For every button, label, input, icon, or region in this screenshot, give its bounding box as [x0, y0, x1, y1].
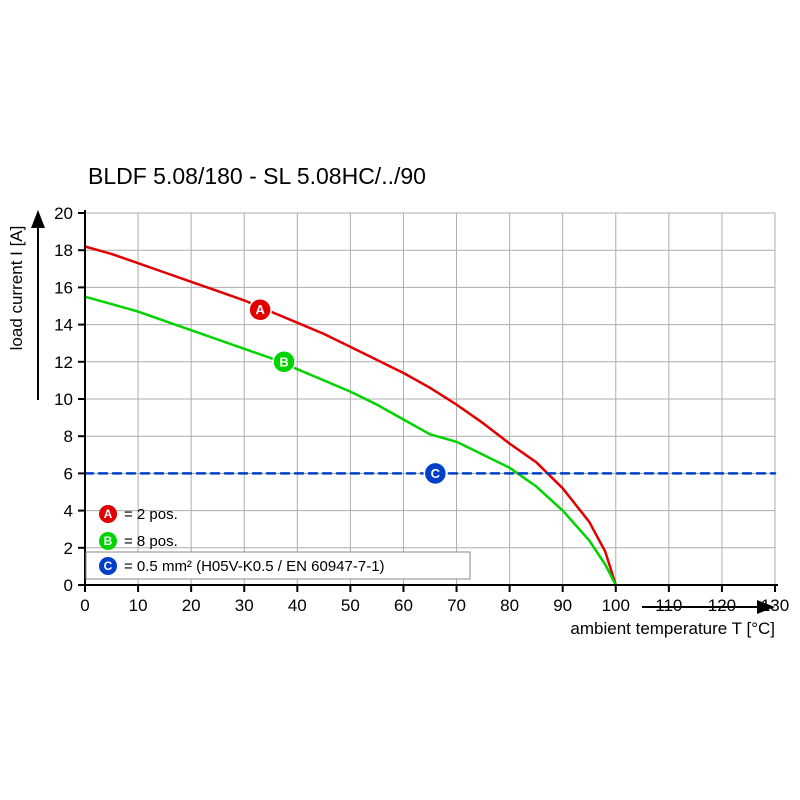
x-tick-label: 60	[394, 596, 413, 615]
x-tick-label: 130	[761, 596, 789, 615]
y-axis-label: load current I [A]	[7, 226, 26, 351]
legend-marker-A	[99, 505, 117, 523]
curve-marker-letter: C	[431, 466, 441, 481]
chart-generated-layer: 0 10 20 30 40 50 60 70 80 90 100 110 120 130 0 2 4 6 8 10 12…	[31, 204, 789, 615]
curve-marker-A	[248, 297, 272, 322]
x-tick-label: 10	[129, 596, 148, 615]
x-tick-label: 50	[341, 596, 360, 615]
x-tick-label: 80	[500, 596, 519, 615]
curve-A	[83, 245, 618, 587]
legend-marker-C	[99, 557, 117, 575]
x-tick-label: 40	[288, 596, 307, 615]
x-tick-label: 120	[708, 596, 736, 615]
x-axis-arrowhead-icon	[757, 600, 775, 614]
y-tick-label: 4	[64, 502, 73, 521]
y-tick-label: 14	[54, 316, 73, 335]
y-tick-label: 0	[64, 576, 73, 595]
x-tick-label: 30	[235, 596, 254, 615]
y-tick-label: 18	[54, 241, 73, 260]
y-tick-label: 10	[54, 390, 73, 409]
legend-label: = 0.5 mm² (H05V-K0.5 / EN 60947-7-1)	[124, 558, 385, 575]
y-tick-label: 16	[54, 278, 73, 297]
legend-label: = 2 pos.	[124, 506, 178, 523]
curve-B	[83, 295, 618, 587]
x-axis-label: ambient temperature T [°C]	[570, 619, 775, 638]
y-tick-label: 6	[64, 464, 73, 483]
curve-marker-letter: A	[255, 302, 265, 317]
legend-box	[85, 551, 471, 580]
x-tick-label: 20	[182, 596, 201, 615]
y-tick-label: 8	[64, 427, 73, 446]
legend-marker-B	[99, 532, 117, 550]
x-tick-label: 0	[80, 596, 89, 615]
x-tick-label: 90	[553, 596, 572, 615]
y-tick-label: 2	[64, 539, 73, 558]
y-tick-label: 12	[54, 353, 73, 372]
y-tick-label: 20	[54, 204, 73, 223]
x-tick-label: 100	[602, 596, 630, 615]
legend-marker-letter: A	[104, 507, 113, 521]
legend-marker-letter: B	[104, 534, 113, 548]
x-tick-label: 70	[447, 596, 466, 615]
curve-marker-B	[272, 350, 296, 374]
y-axis-arrowhead-icon	[31, 210, 45, 228]
x-tick-label: 110	[655, 596, 682, 615]
curve-marker-letter: B	[279, 354, 288, 369]
legend-label: = 8 pos.	[124, 533, 178, 550]
curve-marker-C	[423, 461, 448, 486]
chart-title: BLDF 5.08/180 - SL 5.08HC/../90	[88, 163, 426, 189]
legend-marker-letter: C	[104, 559, 113, 573]
